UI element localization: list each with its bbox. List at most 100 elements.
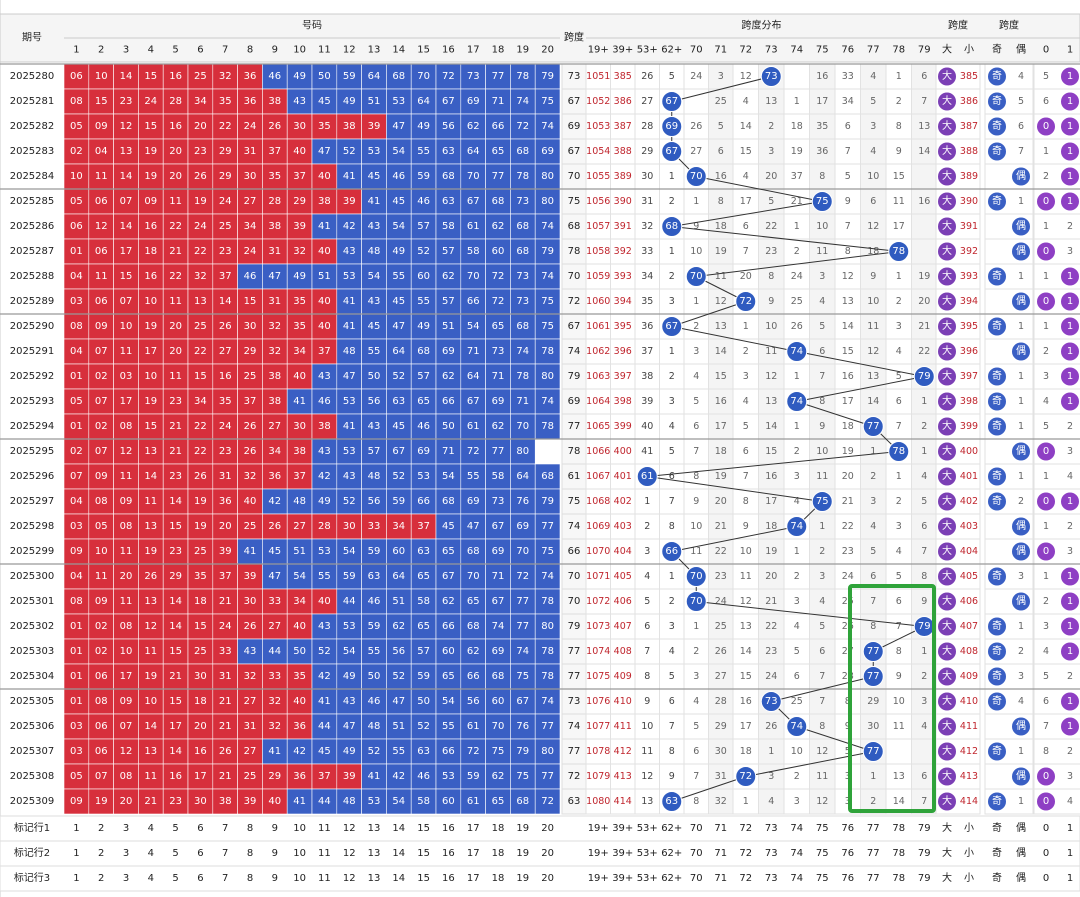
number-cell [336, 338, 362, 365]
number-cell [534, 163, 561, 190]
dist-cell [683, 413, 709, 440]
number-value: 52 [343, 496, 356, 507]
number-value: 40 [244, 496, 257, 507]
number-cell [286, 438, 313, 465]
number-value: 29 [219, 146, 232, 157]
header-dist-col: 77 [867, 45, 880, 56]
number-cell [311, 313, 338, 340]
dist-miss: 7 [819, 696, 825, 707]
number-value: 10 [120, 321, 133, 332]
number-value: 48 [343, 346, 356, 357]
dist-miss: 3 [794, 471, 800, 482]
small-value: 389 [960, 171, 978, 182]
dist-value: 10 [641, 721, 653, 732]
number-value: 43 [318, 621, 331, 632]
dist-miss: 21 [765, 596, 777, 607]
number-cell [510, 113, 536, 140]
dist-miss: 21 [842, 496, 854, 507]
number-cell [361, 388, 387, 415]
number-value: 77 [541, 771, 554, 782]
number-value: 47 [467, 521, 480, 532]
dist-miss: 19 [715, 246, 727, 257]
number-value: 35 [318, 121, 331, 132]
footer-number-col: 19 [516, 823, 529, 834]
dist-cell [809, 413, 836, 440]
digit1-value: 3 [1067, 246, 1073, 257]
number-value: 32 [293, 246, 306, 257]
digit1-value: 1 [1067, 121, 1073, 132]
dist-miss: 3 [819, 271, 825, 282]
dist-miss: 1 [693, 621, 699, 632]
odd-value: 奇 [992, 69, 1002, 82]
small-value: 406 [960, 596, 978, 607]
number-cell [286, 163, 313, 190]
digit1-value: 1 [1067, 371, 1073, 382]
number-value: 17 [194, 771, 207, 782]
dist-miss: 16 [715, 171, 727, 182]
number-value: 75 [516, 771, 529, 782]
number-value: 07 [120, 721, 133, 732]
dist-miss: 6 [921, 521, 927, 532]
number-value: 46 [318, 396, 331, 407]
number-value: 36 [219, 496, 232, 507]
footer-dist-col: 75 [816, 873, 829, 884]
dist-miss: 2 [870, 471, 876, 482]
footer-number-col: 5 [172, 873, 178, 884]
dist-value: 1076 [586, 696, 610, 707]
header-number-col: 1 [73, 45, 79, 56]
number-value: 27 [244, 696, 257, 707]
footer-number-col: 14 [392, 873, 405, 884]
dist-miss: 14 [740, 121, 752, 132]
small-value: 400 [960, 446, 978, 457]
footer-dist-col: 72 [739, 873, 752, 884]
footer-number-col: 20 [541, 848, 554, 859]
number-value: 78 [516, 171, 529, 182]
number-value: 35 [293, 671, 306, 682]
big-ball [938, 342, 956, 361]
dist-miss: 24 [842, 571, 854, 582]
big-value: 大 [942, 469, 952, 482]
header-even: 偶 [1016, 43, 1026, 56]
dist-miss: 6 [693, 421, 699, 432]
number-cell [262, 188, 288, 215]
number-value: 70 [467, 171, 480, 182]
number-cell [435, 338, 462, 365]
dist-cell [911, 238, 938, 265]
hit-value: 77 [867, 421, 880, 432]
dist-miss: 1 [896, 71, 902, 82]
number-value: 13 [144, 596, 157, 607]
number-value: 55 [318, 571, 331, 582]
number-value: 32 [244, 471, 257, 482]
dist-miss: 16 [765, 471, 777, 482]
dist-miss: 1 [794, 371, 800, 382]
number-value: 10 [144, 296, 157, 307]
number-value: 06 [95, 721, 108, 732]
even-ball [1012, 217, 1030, 236]
number-value: 11 [169, 196, 182, 207]
dist-miss: 5 [896, 571, 902, 582]
number-value: 78 [516, 71, 529, 82]
number-value: 15 [144, 71, 157, 82]
number-value: 29 [169, 571, 182, 582]
odd-ball [988, 392, 1006, 411]
number-value: 25 [244, 371, 257, 382]
number-value: 44 [343, 596, 356, 607]
hit-value: 77 [867, 746, 880, 757]
dist-cell [783, 163, 810, 190]
number-value: 14 [144, 471, 157, 482]
span-value: 69 [568, 121, 581, 132]
number-value: 77 [492, 446, 505, 457]
dist-miss: 5 [819, 321, 825, 332]
number-cell [187, 388, 214, 415]
header-number-col: 5 [172, 45, 178, 56]
digit0-value: 2 [1043, 596, 1049, 607]
dist-miss: 2 [794, 446, 800, 457]
dist-miss: 15 [765, 446, 777, 457]
number-cell [361, 113, 387, 140]
number-cell [485, 438, 511, 465]
number-cell [435, 163, 462, 190]
number-value: 56 [442, 121, 455, 132]
number-value: 74 [516, 646, 529, 657]
dist-cell [885, 88, 912, 115]
hit-value: 67 [665, 321, 678, 332]
